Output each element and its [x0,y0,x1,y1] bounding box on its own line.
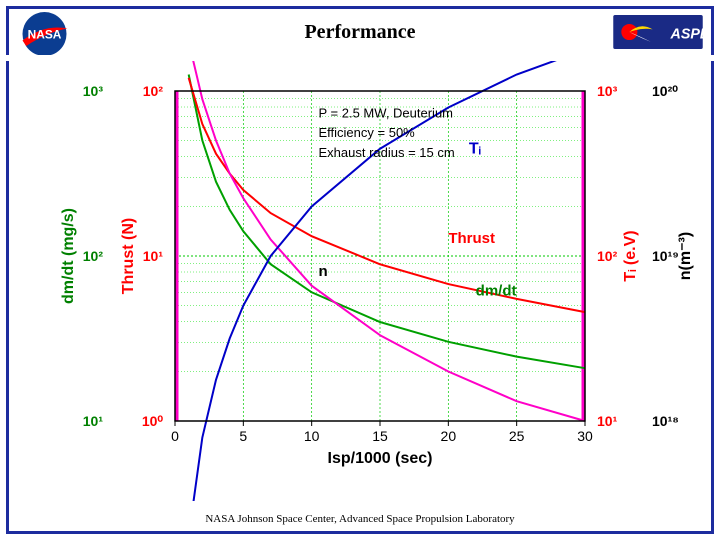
svg-text:30: 30 [577,428,593,444]
aspl-logo: ASPL [613,15,703,49]
svg-text:Exhaust radius = 15 cm: Exhaust radius = 15 cm [319,145,455,160]
svg-text:10⁰: 10⁰ [142,413,164,429]
svg-text:20: 20 [441,428,457,444]
svg-text:dm/dt (mg/s): dm/dt (mg/s) [60,208,77,304]
main-frame: NASA Performance ASPL 0 5 10 15 20 25 30 Isp/10… [6,6,714,534]
svg-text:10²: 10² [143,83,164,99]
svg-text:n: n [319,263,328,280]
svg-text:Tᵢ (e.V): Tᵢ (e.V) [622,230,639,281]
svg-text:NASA: NASA [28,28,62,42]
svg-text:10³: 10³ [597,83,618,99]
page-title: Performance [304,21,415,44]
svg-text:Thrust: Thrust [448,230,495,247]
svg-text:n(m⁻³): n(m⁻³) [677,232,694,280]
page-root: NASA Performance ASPL 0 5 10 15 20 25 30 Isp/10… [0,0,720,540]
svg-text:10³: 10³ [83,83,104,99]
footer-text: NASA Johnson Space Center, Advanced Spac… [9,513,711,525]
svg-text:25: 25 [509,428,525,444]
plot-container: 0 5 10 15 20 25 30 Isp/1000 (sec) 10⁰ 10¹ 10² Thrus… [9,61,711,501]
svg-text:10¹⁹: 10¹⁹ [652,248,679,264]
nasa-logo: NASA [17,11,72,58]
svg-text:Isp/1000 (sec): Isp/1000 (sec) [328,450,433,467]
header-bar: NASA Performance ASPL [9,9,711,55]
svg-text:10¹: 10¹ [143,248,164,264]
svg-text:ASPL: ASPL [670,26,703,42]
svg-text:Tᵢ: Tᵢ [469,141,481,158]
svg-text:10²: 10² [597,248,618,264]
svg-text:10²⁰: 10²⁰ [652,83,678,99]
svg-text:15: 15 [372,428,388,444]
svg-text:10²: 10² [83,248,104,264]
svg-text:5: 5 [239,428,247,444]
svg-text:10¹: 10¹ [597,413,618,429]
svg-text:10: 10 [304,428,320,444]
svg-text:Efficiency = 50%: Efficiency = 50% [319,125,416,140]
svg-text:10¹⁸: 10¹⁸ [652,413,679,429]
svg-text:0: 0 [171,428,179,444]
svg-text:10¹: 10¹ [83,413,104,429]
svg-text:P = 2.5 MW, Deuterium: P = 2.5 MW, Deuterium [319,105,454,120]
svg-text:Thrust (N): Thrust (N) [120,218,137,294]
svg-text:dm/dt: dm/dt [476,283,517,300]
performance-chart: 0 5 10 15 20 25 30 Isp/1000 (sec) 10⁰ 10¹ 10² Thrus… [9,61,711,501]
